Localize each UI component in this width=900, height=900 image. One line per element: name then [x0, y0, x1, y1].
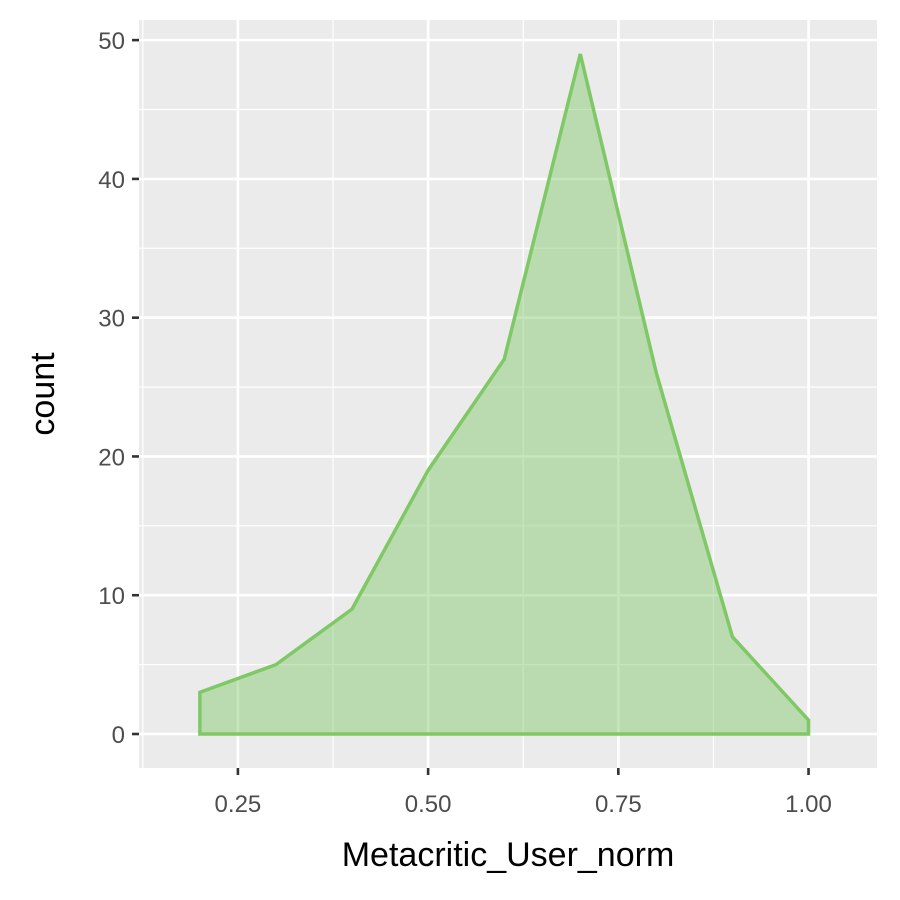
x-axis-title: Metacritic_User_norm — [342, 836, 675, 874]
major-gridlines — [139, 20, 877, 768]
y-axis-title: count — [24, 352, 62, 436]
y-tick-label: 10 — [98, 583, 125, 610]
y-tick-label: 0 — [112, 722, 125, 749]
plot-panel — [139, 20, 877, 768]
x-tick-label: 0.50 — [405, 791, 452, 818]
y-tick-label: 20 — [98, 444, 125, 471]
x-axis: 0.25 0.50 0.75 1.00 — [215, 768, 832, 818]
x-tick-label: 0.75 — [595, 791, 642, 818]
y-tick-label: 30 — [98, 306, 125, 333]
y-axis: 0 10 20 30 40 50 — [98, 28, 139, 749]
y-tick-label: 50 — [98, 28, 125, 55]
x-tick-label: 0.25 — [215, 791, 262, 818]
x-tick-label: 1.00 — [785, 791, 832, 818]
y-tick-label: 40 — [98, 167, 125, 194]
area-outline — [198, 53, 811, 736]
area-fill — [199, 54, 809, 734]
minor-gridlines — [139, 20, 877, 768]
